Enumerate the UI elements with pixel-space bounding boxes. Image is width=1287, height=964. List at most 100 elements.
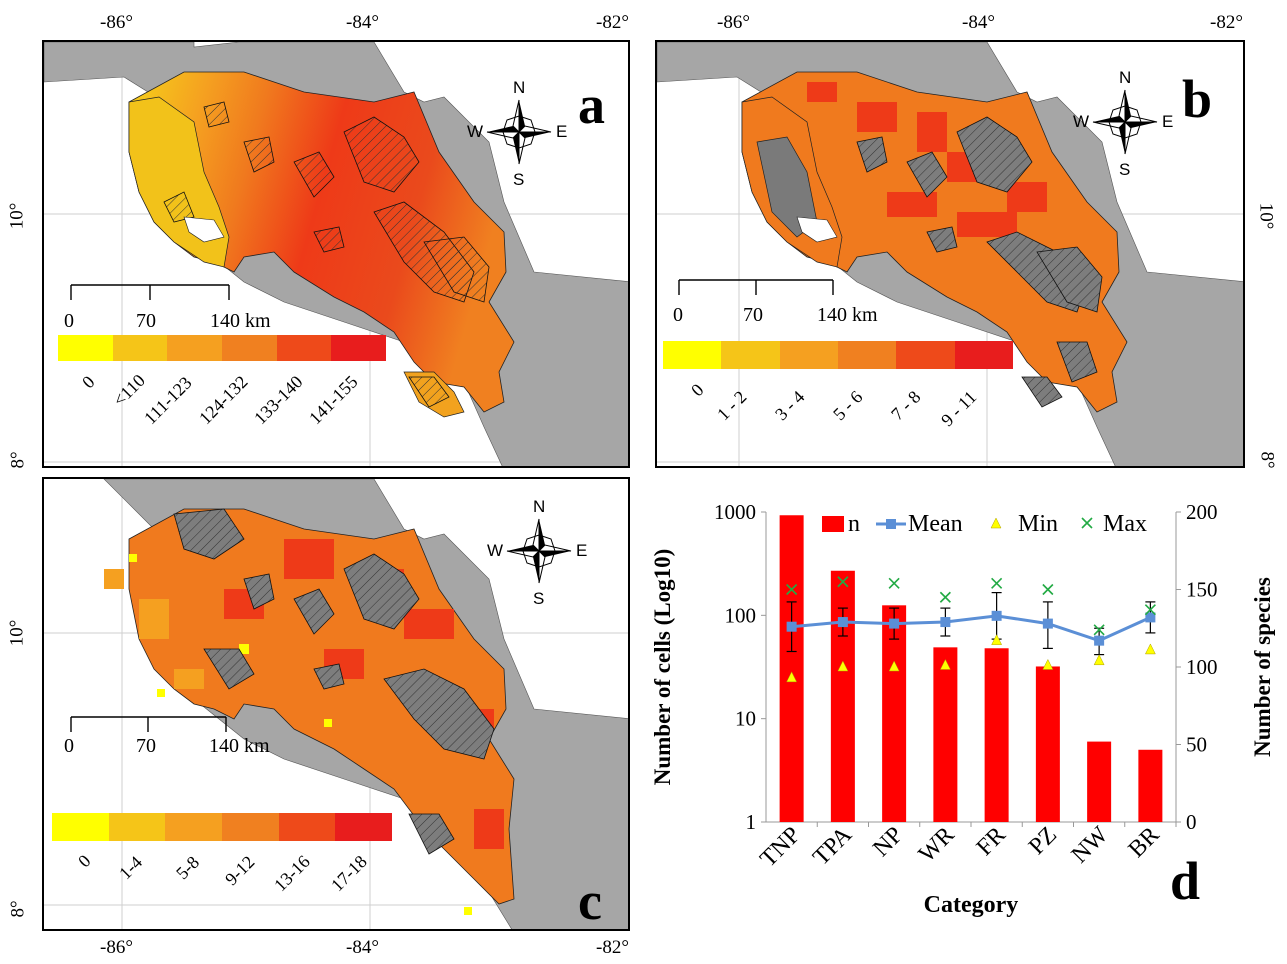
min-point bbox=[939, 658, 951, 670]
bar-n bbox=[882, 605, 907, 822]
y-right-tick-label: 150 bbox=[1186, 578, 1218, 602]
scale-label-70-c: 70 bbox=[136, 735, 156, 757]
panel-label-c: c bbox=[578, 871, 602, 931]
x-category-label: TPA bbox=[808, 821, 857, 870]
y-right-tick-label: 200 bbox=[1186, 500, 1218, 524]
compass-w-c: W bbox=[487, 541, 504, 560]
legend-label-mean: Mean bbox=[908, 511, 963, 537]
x-category-label: WR bbox=[914, 822, 960, 868]
bar-n bbox=[984, 648, 1009, 822]
legend-swatch-n bbox=[822, 516, 844, 532]
y-right-tick-label: 50 bbox=[1186, 733, 1207, 757]
lat-tick-left-a-10: 10° bbox=[6, 202, 28, 230]
map-panel-a: N S W E a 0 70 140 km 0 <110 111-123 124-13… bbox=[42, 40, 630, 468]
legend-swatch-b-3 bbox=[837, 341, 897, 369]
legend-swatch-a-5 bbox=[331, 335, 387, 361]
lat-tick-left-c-8: 8° bbox=[7, 900, 29, 918]
legend-swatch-b-1 bbox=[721, 341, 780, 369]
legend-label-max: Max bbox=[1103, 511, 1147, 537]
low-richness-cells-c bbox=[129, 554, 472, 915]
scale-label-70-a: 70 bbox=[136, 310, 156, 332]
legend-label-min: Min bbox=[1018, 511, 1058, 537]
legend-swatch-mean bbox=[886, 519, 896, 529]
legend-swatch-b-0 bbox=[663, 341, 722, 369]
lon-tick-top-b-84: -84° bbox=[962, 12, 995, 33]
lon-tick-top-b-82: -82° bbox=[1210, 12, 1243, 33]
bar-n bbox=[1087, 741, 1112, 822]
x-category-label: NW bbox=[1067, 822, 1114, 869]
max-point bbox=[1144, 604, 1156, 616]
legend-swatch-c-0 bbox=[52, 813, 109, 841]
compass-e-c: E bbox=[576, 541, 588, 560]
compass-w-a: W bbox=[467, 122, 484, 141]
min-point bbox=[1093, 654, 1105, 666]
lat-tick-right-b-8: 8° bbox=[1256, 451, 1278, 469]
max-point bbox=[1093, 624, 1105, 636]
compass-rose-a bbox=[486, 99, 552, 165]
legend-swatch-a-4 bbox=[276, 335, 332, 361]
lat-tick-left-a-8: 8° bbox=[7, 451, 29, 469]
max-point bbox=[1042, 583, 1054, 596]
legend-swatch-a-2 bbox=[167, 335, 223, 361]
y-left-tick-label: 1 bbox=[746, 810, 757, 834]
legend-c bbox=[52, 813, 393, 841]
compass-w-b: W bbox=[1073, 112, 1090, 131]
map-panel-c: N S W E c 0 70 140 km 0 1-4 5-8 9-12 13-16 17… bbox=[42, 477, 630, 931]
chart-panel-d: 1 10 100 1000 0 50 100 150 200 TNP TPA NP WR FR PZ NW BR… bbox=[640, 482, 1287, 964]
compass-n-c: N bbox=[533, 497, 546, 516]
compass-s-c: S bbox=[533, 589, 545, 608]
lon-tick-top-b-86: -86° bbox=[717, 12, 750, 33]
map-a-graphic bbox=[44, 42, 628, 466]
protected-areas-c bbox=[173, 508, 495, 855]
map-c-graphic bbox=[44, 479, 628, 929]
max-point bbox=[888, 577, 900, 589]
protected-areas-b bbox=[856, 116, 1103, 408]
compass-s-a: S bbox=[513, 170, 525, 189]
mean-point bbox=[940, 617, 951, 628]
bar-n bbox=[1138, 749, 1163, 822]
mean-point bbox=[1042, 618, 1053, 629]
min-point bbox=[837, 660, 849, 672]
x-category-label: TNP bbox=[755, 822, 805, 872]
legend-swatch-max bbox=[1081, 517, 1093, 529]
lon-tick-top-a-86: -86° bbox=[100, 12, 133, 33]
bar-n bbox=[1035, 666, 1060, 822]
max-point bbox=[991, 577, 1003, 589]
chart-d-svg: 1 10 100 1000 0 50 100 150 200 TNP TPA NP WR FR PZ NW BR… bbox=[650, 500, 1275, 918]
y-right-tick-label: 0 bbox=[1186, 810, 1197, 834]
scale-label-0-b: 0 bbox=[673, 304, 683, 326]
min-point bbox=[1042, 658, 1054, 670]
compass-rose-b bbox=[1092, 89, 1158, 155]
scale-label-140-c: 140 km bbox=[209, 735, 270, 757]
legend-swatch-a-1 bbox=[112, 335, 168, 361]
bar-n bbox=[779, 515, 804, 822]
legend-swatch-b-4 bbox=[896, 341, 955, 369]
legend-swatch-c-1 bbox=[108, 813, 166, 841]
protected-areas-a bbox=[163, 101, 490, 408]
max-point bbox=[939, 591, 951, 603]
y-right-tick-label: 100 bbox=[1186, 655, 1218, 679]
y-left-tick-label: 10 bbox=[735, 707, 756, 731]
y-axis-right-title: Number of species bbox=[1250, 577, 1275, 757]
mean-point bbox=[889, 618, 900, 629]
lon-tick-top-a-84: -84° bbox=[346, 12, 379, 33]
max-point bbox=[786, 583, 798, 596]
lon-tick-bottom-c-82: -82° bbox=[596, 937, 629, 958]
panel-label-a: a bbox=[578, 75, 605, 135]
max-point bbox=[837, 576, 849, 588]
lon-tick-bottom-c-84: -84° bbox=[346, 937, 379, 958]
scale-bar-c bbox=[70, 716, 227, 732]
min-point bbox=[1144, 643, 1156, 655]
legend-swatch-min bbox=[990, 517, 1002, 529]
scale-label-140-b: 140 km bbox=[817, 304, 878, 326]
y-left-tick-label: 100 bbox=[725, 603, 757, 627]
x-category-label: BR bbox=[1124, 822, 1165, 863]
compass-e-a: E bbox=[556, 122, 568, 141]
legend-b bbox=[663, 341, 1013, 369]
legend-a bbox=[58, 335, 387, 361]
mean-point bbox=[991, 610, 1002, 621]
compass-rose-c bbox=[506, 518, 572, 584]
legend-swatch-c-3 bbox=[222, 813, 279, 841]
legend-swatch-a-3 bbox=[222, 335, 277, 361]
